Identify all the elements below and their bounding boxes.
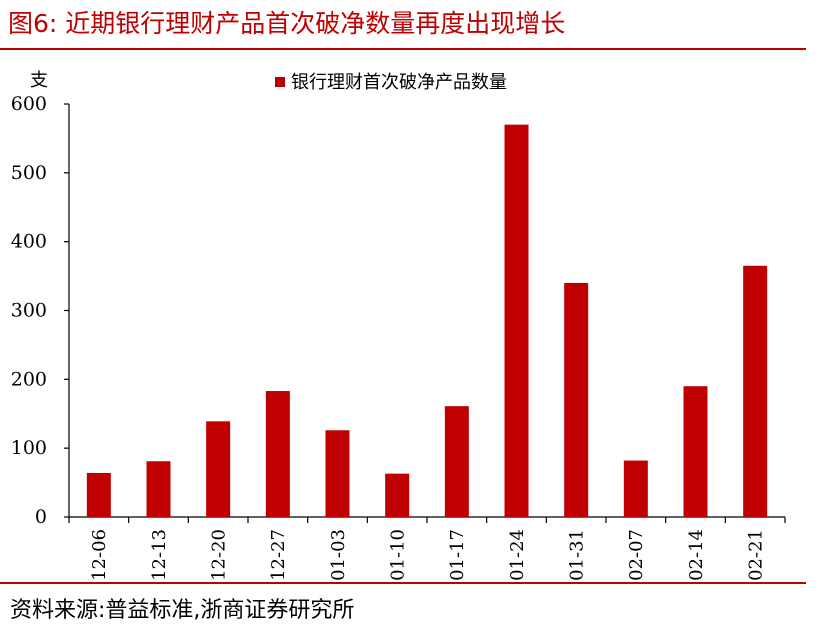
legend-swatch [275,77,285,87]
bar-02-07 [623,460,648,517]
y-tick-label: 400 [11,231,47,253]
x-axis: 12-06 12-13 12-20 12-27 01-03 01-10 01-17 01-24… [68,516,786,581]
bar-02-14 [683,386,708,517]
y-axis: 0 100 200 300 400 500 600 [11,93,70,528]
bar-01-31 [564,282,589,517]
x-tick-label: 02-21 [745,529,766,581]
bar-01-24 [504,124,529,518]
bar-01-17 [444,406,469,517]
y-tick-label: 300 [11,300,47,322]
x-tick-label: 12-06 [89,529,110,581]
y-tick-label: 200 [11,368,47,390]
y-tick-label: 100 [11,437,47,459]
y-tick-label: 500 [11,162,47,184]
bar-12-06 [86,472,111,517]
legend: 银行理财首次破净产品数量 [275,72,507,93]
x-tick-label: 01-31 [566,529,587,581]
x-tick-label: 02-14 [686,529,707,581]
x-tick-label: 01-17 [447,529,468,581]
bar-12-27 [265,391,290,517]
figure-title: 图6: 近期银行理财产品首次破净数量再度出现增长 [8,9,566,38]
x-tick-label: 01-10 [387,529,408,581]
x-tick-label: 01-24 [507,529,528,581]
x-tick-label: 12-20 [208,529,229,581]
y-tick-label: 0 [35,506,47,528]
bar-01-10 [385,473,410,517]
source-note: 资料来源:普益标准,浙商证券研究所 [10,598,355,623]
source-rule [0,582,806,584]
title-rule [0,48,806,50]
bar-02-21 [743,265,768,517]
bar-12-20 [206,421,231,517]
x-tick-label: 12-13 [149,529,170,581]
bar-01-03 [325,430,350,517]
y-axis-unit-label: 支 [30,70,48,91]
bars [86,124,768,518]
y-tick-label: 600 [11,93,47,115]
x-tick-label: 12-27 [268,529,289,581]
x-tick-label: 01-03 [328,529,349,581]
bar-12-13 [146,461,171,517]
legend-label: 银行理财首次破净产品数量 [291,72,507,93]
x-tick-label: 02-07 [626,529,647,581]
